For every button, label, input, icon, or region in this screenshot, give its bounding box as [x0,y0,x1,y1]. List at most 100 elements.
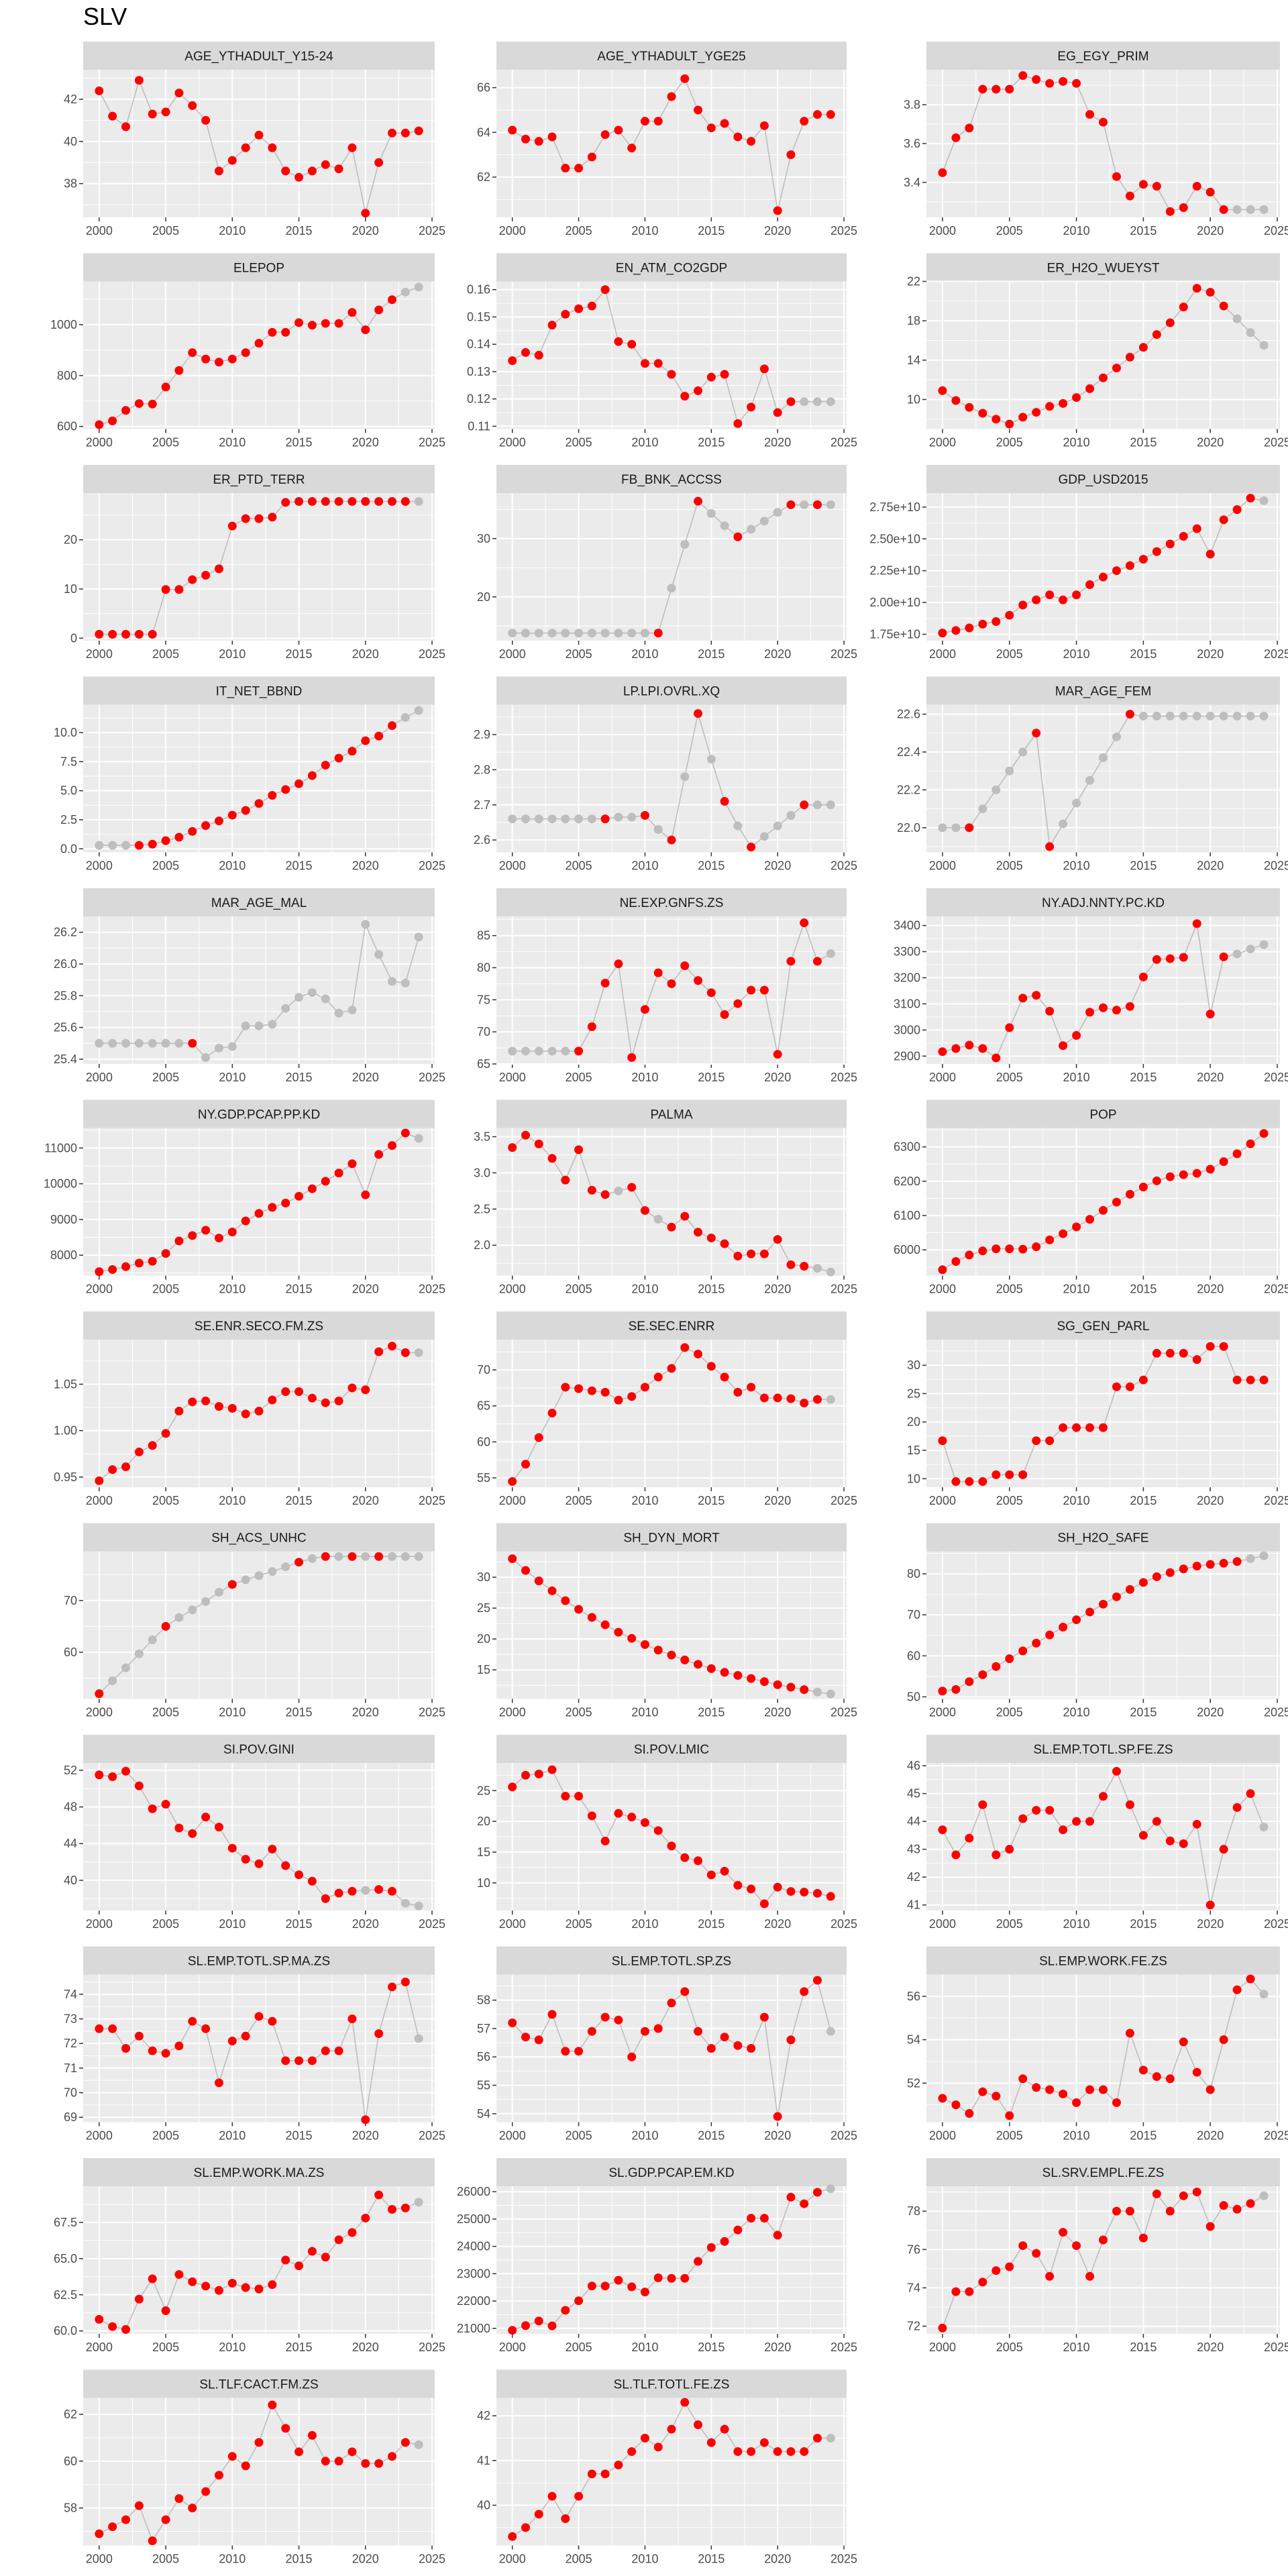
data-point-observed [1246,494,1255,503]
data-point-observed [174,2041,184,2051]
data-point-observed [1059,1825,1068,1835]
data-point-observed [108,1265,117,1274]
data-point-observed [720,1010,729,1019]
data-point-observed [786,2447,796,2456]
data-point-observed [1059,398,1068,408]
data-point-observed [188,348,197,358]
y-tick-label: 1000 [50,318,77,331]
y-tick-label: 80 [907,1567,920,1580]
y-tick-label: 56 [907,1990,920,2003]
y-tick-label: 70 [907,1608,920,1621]
data-point-imputed [1138,711,1148,720]
x-tick-label: 2000 [929,1283,956,1296]
data-point-observed [174,2270,184,2279]
data-point-observed [1179,1170,1188,1179]
data-point-imputed [587,629,596,638]
y-tick-label: 25 [477,1784,490,1797]
data-point-observed [1072,78,1081,88]
data-point-observed [347,143,357,152]
y-tick-label: 26000 [457,2185,490,2198]
y-tick-label: 2.7 [474,798,490,812]
y-tick-label: 2.8 [474,763,490,776]
data-point-observed [680,1212,690,1221]
x-tick-label: 2015 [1130,436,1157,449]
data-point-observed [965,2287,974,2296]
x-tick-label: 2025 [419,2553,445,2566]
data-point-observed [188,826,197,836]
data-point-observed [614,2275,623,2285]
data-point-observed [1192,1169,1201,1178]
x-tick-label: 2025 [419,1071,445,1084]
data-point-imputed [148,1038,157,1048]
x-tick-label: 2005 [566,1917,592,1931]
data-point-observed [334,319,343,328]
data-point-imputed [134,1649,144,1658]
data-point-imputed [1246,205,1255,214]
data-point-observed [254,2438,264,2447]
data-point-observed [720,119,729,128]
data-point-observed [759,1249,769,1258]
y-tick-label: 22.4 [897,745,920,759]
data-point-observed [951,1477,961,1487]
data-point-observed [600,1387,610,1397]
facet-panel-en-atm-co2gdp: EN_ATM_CO2GDP 2000 2005 2010 2015 2020 2025 0.1… [467,253,857,449]
data-point-observed [627,2447,637,2456]
data-point-imputed [1259,496,1269,505]
data-point-imputed [547,814,557,824]
x-tick-label: 2020 [352,647,379,661]
data-point-observed [134,841,144,850]
data-point-imputed [720,521,729,531]
y-tick-label: 62 [477,170,490,184]
data-point-observed [733,132,743,142]
data-point-observed [1179,953,1188,962]
facet-strip [83,1523,435,1552]
data-point-imputed [640,629,649,638]
x-tick-label: 2015 [698,224,724,237]
data-point-observed [1072,2241,1081,2251]
data-point-observed [1072,590,1081,600]
data-point-observed [268,2017,277,2026]
data-point-observed [978,1670,987,1679]
facet-strip [496,1311,847,1340]
data-point-observed [534,1770,543,1778]
data-point-observed [134,1447,144,1456]
data-point-observed [680,2273,690,2283]
data-point-imputed [1259,711,1269,720]
x-tick-label: 2025 [830,224,857,237]
x-tick-label: 2015 [286,1706,313,1719]
y-tick-label: 0.95 [54,1470,77,1484]
facet-panel-palma: PALMA 2000 2005 2010 2015 2020 2025 2.0 2.5 3.0 3.… [474,1099,857,1296]
data-point-observed [1192,284,1201,293]
data-point-observed [813,110,822,119]
data-point-observed [951,626,961,635]
y-tick-label: 10 [907,1472,920,1485]
data-point-observed [1179,2191,1188,2200]
y-tick-label: 30 [907,1358,920,1372]
data-point-observed [1179,1348,1188,1358]
x-tick-label: 2015 [286,224,313,237]
data-point-observed [640,117,649,126]
data-point-observed [1045,590,1055,600]
y-tick-label: 70 [477,1025,490,1038]
y-tick-label: 10 [907,393,920,407]
data-point-imputed [414,1348,423,1357]
facet-strip-label: SL.EMP.TOTL.SP.FE.ZS [1033,1743,1173,1757]
facet-strip-label: SH_ACS_UNHC [211,1532,306,1546]
x-tick-label: 2015 [286,1494,313,1507]
x-tick-label: 2010 [1063,647,1090,661]
facet-strip [83,1946,435,1975]
data-point-observed [281,1861,290,1870]
y-tick-label: 7.5 [60,755,77,768]
data-point-observed [1045,1806,1055,1815]
y-tick-label: 3200 [894,971,920,985]
data-point-observed [281,1387,290,1396]
facet-strip [83,42,435,70]
data-point-observed [1259,1375,1269,1385]
x-tick-label: 2000 [86,1917,113,1931]
facet-panel-elepop: ELEPOP 2000 2005 2010 2015 2020 2025 600 800 1000 [50,253,445,449]
facet-panel-lp-lpi-ovrl-xq: LP.LPI.OVRL.XQ 2000 2005 2010 2015 2020 2025 2.… [474,676,857,873]
data-point-observed [759,985,769,995]
data-point-observed [574,2296,584,2306]
x-tick-label: 2010 [631,224,658,237]
